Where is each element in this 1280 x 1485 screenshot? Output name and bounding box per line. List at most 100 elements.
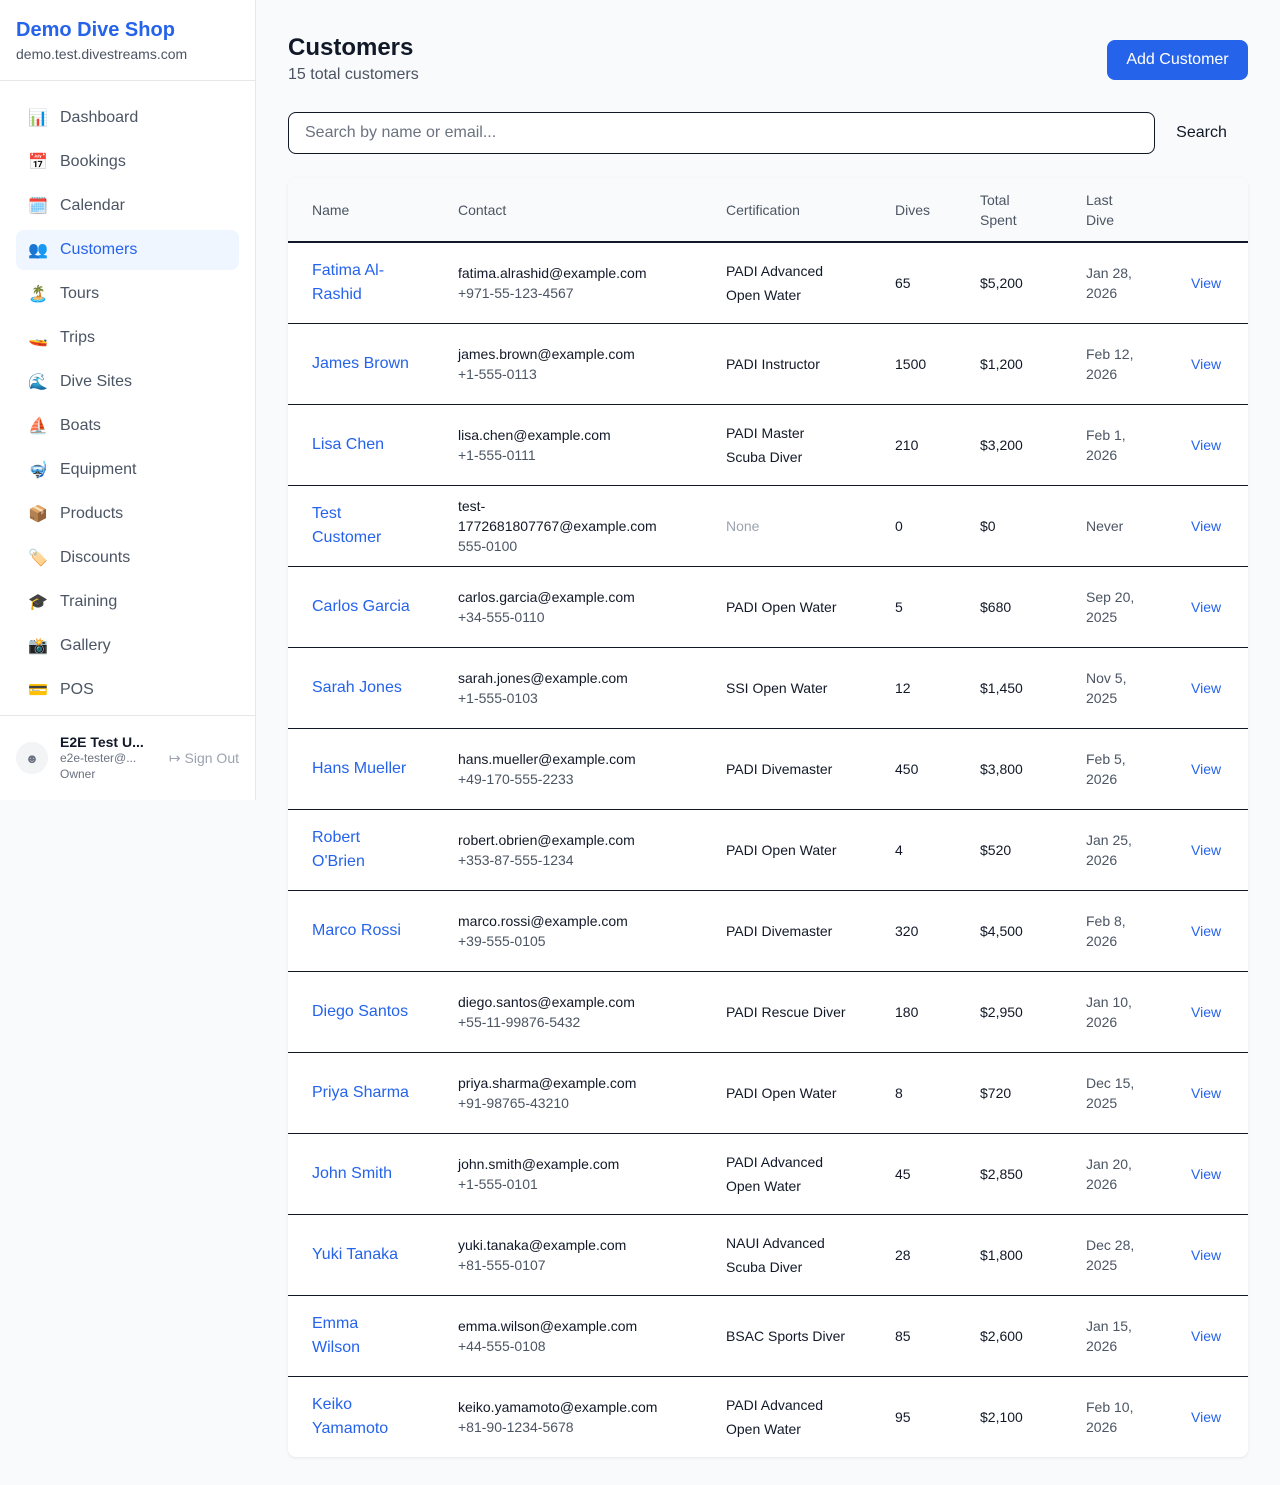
sidebar-item-gallery[interactable]: 📸 Gallery [16, 626, 239, 666]
dives-cell: 0 [895, 517, 903, 534]
table-row: Emma Wilson emma.wilson@example.com +44-55… [288, 1295, 1248, 1376]
sidebar-item-pos[interactable]: 💳 POS [16, 670, 239, 710]
sidebar-item-dashboard[interactable]: 📊 Dashboard [16, 98, 239, 138]
sidebar-item-products[interactable]: 📦 Products [16, 494, 239, 534]
customer-name-link[interactable]: Keiko Yamamoto [312, 1395, 389, 1437]
actions-cell: View [1167, 485, 1248, 566]
name-cell: Emma Wilson [288, 1295, 434, 1376]
sidebar-item-training[interactable]: 🎓 Training [16, 582, 239, 622]
sailboat-icon: ⛵ [28, 418, 48, 435]
customer-name-link[interactable]: Sarah Jones [312, 678, 402, 696]
actions-cell: View [1167, 566, 1248, 647]
wave-icon: 🌊 [28, 374, 48, 391]
contact-cell: diego.santos@example.com +55-11-99876-543… [434, 971, 702, 1052]
sidebar-item-label: Discounts [60, 549, 131, 566]
customer-email: fatima.alrashid@example.com [458, 264, 647, 281]
table-row: Robert O'Brien robert.obrien@example.com +… [288, 809, 1248, 890]
last-dive-cell: Jan 10, 2026 [1086, 993, 1132, 1030]
certification-cell: PADI Advanced Open Water [702, 1133, 871, 1214]
customer-name-link[interactable]: Emma Wilson [312, 1314, 361, 1356]
sidebar-item-equipment[interactable]: 🤿 Equipment [16, 450, 239, 490]
customer-name-link[interactable]: Yuki Tanaka [312, 1245, 398, 1263]
view-link[interactable]: View [1191, 436, 1222, 453]
customer-phone: +1-555-0113 [458, 365, 537, 382]
sidebar-item-dive-sites[interactable]: 🌊 Dive Sites [16, 362, 239, 402]
certification-cell: SSI Open Water [702, 647, 871, 728]
view-link[interactable]: View [1191, 1408, 1222, 1425]
dives-cell: 180 [895, 1003, 919, 1020]
sidebar-item-label: Tours [60, 285, 100, 302]
certification: None [726, 517, 760, 534]
brand-domain: demo.test.divestreams.com [16, 46, 188, 62]
last-dive-cell: Jan 15, 2026 [1086, 1317, 1132, 1354]
table-row: Fatima Al-Rashid fatima.alrashid@example.… [288, 242, 1248, 323]
customer-name-link[interactable]: Carlos Garcia [312, 597, 410, 615]
table-row: Sarah Jones sarah.jones@example.com +1-555… [288, 647, 1248, 728]
sidebar-item-bookings[interactable]: 📅 Bookings [16, 142, 239, 182]
name-cell: Yuki Tanaka [288, 1214, 434, 1295]
view-link[interactable]: View [1191, 1003, 1222, 1020]
search-button[interactable]: Search [1155, 112, 1248, 154]
search-input[interactable] [288, 112, 1155, 154]
sidebar-item-customers[interactable]: 👥 Customers [16, 230, 239, 270]
sidebar-item-tours[interactable]: 🏝️ Tours [16, 274, 239, 314]
customer-name-link[interactable]: Diego Santos [312, 1002, 409, 1020]
customer-name-link[interactable]: Priya Sharma [312, 1083, 409, 1101]
certification: PADI Divemaster [726, 922, 833, 939]
sidebar-item-discounts[interactable]: 🏷️ Discounts [16, 538, 239, 578]
contact-cell: emma.wilson@example.com +44-555-0108 [434, 1295, 702, 1376]
customer-name-link[interactable]: Marco Rossi [312, 921, 401, 939]
view-link[interactable]: View [1191, 598, 1222, 615]
last-dive-cell: Dec 28, 2025 [1086, 1236, 1135, 1273]
dives-cell: 12 [895, 679, 911, 696]
view-link[interactable]: View [1191, 1246, 1222, 1263]
view-link[interactable]: View [1191, 1084, 1222, 1101]
customer-name-link[interactable]: Fatima Al-Rashid [312, 261, 385, 303]
customer-name-link[interactable]: John Smith [312, 1164, 393, 1182]
certification: PADI Advanced Open Water [726, 262, 824, 303]
brand-title[interactable]: Demo Dive Shop [16, 19, 175, 41]
sign-out-button[interactable]: ↦ Sign Out [169, 750, 239, 767]
column-header-dives: Dives [895, 201, 931, 218]
certification: PADI Open Water [726, 1084, 837, 1101]
actions-cell: View [1167, 1133, 1248, 1214]
column-header-last-dive: Last Dive [1086, 191, 1115, 228]
view-link[interactable]: View [1191, 841, 1222, 858]
certification-cell: PADI Rescue Diver [702, 971, 871, 1052]
sidebar-item-calendar[interactable]: 🗓️ Calendar [16, 186, 239, 226]
dives-cell: 1500 [895, 355, 927, 372]
sidebar-item-boats[interactable]: ⛵ Boats [16, 406, 239, 446]
view-link[interactable]: View [1191, 679, 1222, 696]
view-link[interactable]: View [1191, 922, 1222, 939]
customer-name-link[interactable]: Test Customer [312, 504, 382, 546]
total-spent-cell: $1,800 [980, 1246, 1023, 1263]
view-link[interactable]: View [1191, 517, 1222, 534]
name-cell: John Smith [288, 1133, 434, 1214]
last-dive-cell: Dec 15, 2025 [1086, 1074, 1135, 1111]
contact-cell: fatima.alrashid@example.com +971-55-123-4… [434, 242, 702, 323]
add-customer-button[interactable]: Add Customer [1107, 40, 1248, 80]
tag-icon: 🏷️ [28, 550, 48, 567]
customer-name-link[interactable]: James Brown [312, 354, 409, 372]
contact-cell: test-1772681807767@example.com 555-0100 [434, 485, 702, 566]
certification: PADI Advanced Open Water [726, 1153, 824, 1194]
speedboat-icon: 🚤 [28, 330, 48, 347]
total-spent-cell: $4,500 [980, 922, 1023, 939]
certification: PADI Rescue Diver [726, 1003, 846, 1020]
view-link[interactable]: View [1191, 1165, 1222, 1182]
calendar-icon: 🗓️ [28, 198, 48, 215]
name-cell: Sarah Jones [288, 647, 434, 728]
customer-name-link[interactable]: Lisa Chen [312, 435, 385, 453]
actions-cell: View [1167, 728, 1248, 809]
actions-cell: View [1167, 1214, 1248, 1295]
customer-name-link[interactable]: Hans Mueller [312, 759, 407, 777]
view-link[interactable]: View [1191, 760, 1222, 777]
view-link[interactable]: View [1191, 355, 1222, 372]
actions-cell: View [1167, 647, 1248, 728]
sidebar: Demo Dive Shop demo.test.divestreams.com… [0, 0, 256, 800]
sidebar-item-label: POS [60, 681, 94, 698]
sidebar-item-trips[interactable]: 🚤 Trips [16, 318, 239, 358]
view-link[interactable]: View [1191, 274, 1222, 291]
customer-name-link[interactable]: Robert O'Brien [312, 828, 365, 870]
view-link[interactable]: View [1191, 1327, 1222, 1344]
